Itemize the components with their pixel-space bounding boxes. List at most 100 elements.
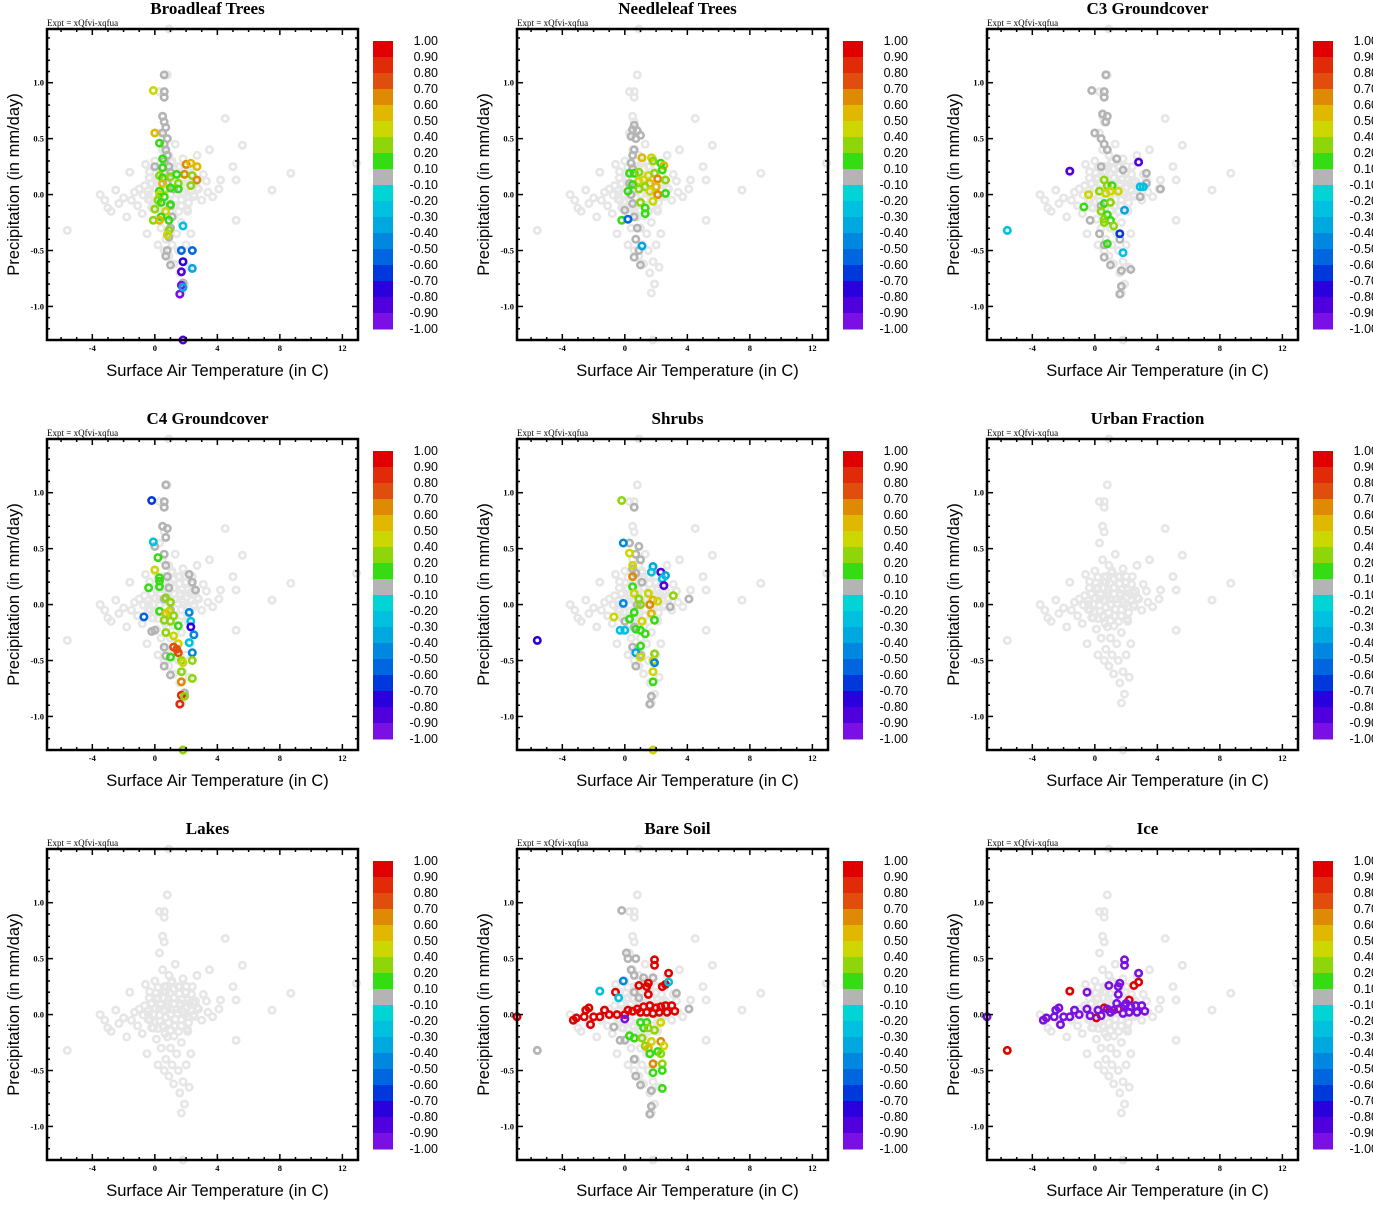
- background-point: [1106, 663, 1112, 669]
- background-point: [687, 177, 693, 183]
- colorbar-label: -0.70: [410, 1094, 439, 1108]
- colorbar: 1.000.900.800.700.600.500.400.200.10-0.1…: [843, 444, 908, 746]
- background-point: [692, 525, 698, 531]
- colorbar-bin: [1313, 185, 1333, 202]
- colorbar-label: -0.60: [880, 258, 909, 272]
- background-point: [175, 1067, 181, 1073]
- background-point: [113, 597, 119, 603]
- correlated-point: [155, 554, 161, 560]
- background-point: [1086, 168, 1092, 174]
- colorbar-bin: [1313, 169, 1333, 186]
- colorbar-label: 0.70: [1354, 82, 1373, 96]
- y-tick-label: -1.0: [31, 711, 44, 721]
- colorbar-bin: [1313, 611, 1333, 628]
- colorbar-bin: [373, 643, 393, 660]
- insignificant-point: [1114, 156, 1120, 162]
- background-point: [1209, 187, 1215, 193]
- background-point: [578, 618, 584, 624]
- colorbar-bin: [1313, 1021, 1333, 1038]
- colorbar-bin: [1313, 989, 1333, 1006]
- colorbar-bin: [843, 1085, 863, 1102]
- background-point: [758, 580, 764, 586]
- background-point: [1131, 603, 1137, 609]
- background-point: [1134, 152, 1140, 158]
- background-point: [1126, 1084, 1132, 1090]
- background-point: [1104, 892, 1110, 898]
- colorbar-bin: [373, 451, 393, 468]
- background-point: [269, 597, 275, 603]
- y-tick-label: -0.5: [31, 656, 44, 666]
- background-point: [1082, 981, 1088, 987]
- colorbar-label: 0.10: [414, 572, 438, 586]
- background-point: [1157, 177, 1163, 183]
- colorbar-label: -0.80: [410, 1110, 439, 1124]
- background-point: [174, 1051, 180, 1057]
- colorbar-bin: [843, 531, 863, 548]
- background-point: [628, 1045, 634, 1051]
- colorbar-bin: [373, 1085, 393, 1102]
- colorbar-label: 0.40: [884, 540, 908, 554]
- background-point: [1048, 1028, 1054, 1034]
- background-point: [233, 997, 239, 1003]
- colorbar-bin: [373, 57, 393, 74]
- background-point: [222, 935, 228, 941]
- colorbar-label: 0.70: [414, 492, 438, 506]
- background-point: [631, 529, 637, 535]
- background-point: [120, 605, 126, 611]
- background-point: [572, 197, 578, 203]
- colorbar-bin: [373, 909, 393, 926]
- background-point: [1101, 939, 1107, 945]
- insignificant-point: [1103, 72, 1109, 78]
- background-point: [230, 983, 236, 989]
- colorbar-bin: [843, 563, 863, 580]
- colorbar-bin: [843, 1005, 863, 1022]
- panel-title: C4 Groundcover: [147, 410, 269, 428]
- panel-title: Needleleaf Trees: [618, 0, 737, 18]
- x-tick-label: 4: [1155, 753, 1160, 763]
- background-point: [233, 627, 239, 633]
- background-point: [191, 1013, 197, 1019]
- colorbar-bin: [373, 611, 393, 628]
- colorbar-label: -0.50: [1350, 242, 1373, 256]
- colorbar-label: 0.50: [1354, 524, 1373, 538]
- background-point: [1134, 562, 1140, 568]
- correlated-point: [534, 637, 540, 643]
- colorbar-label: -0.70: [410, 274, 439, 288]
- correlated-point: [615, 995, 621, 1001]
- background-point: [144, 641, 150, 647]
- insignificant-point: [633, 236, 639, 242]
- colorbar-label: -0.90: [880, 1126, 909, 1140]
- colorbar-label: 0.40: [414, 540, 438, 554]
- plot-frame: [517, 29, 828, 340]
- colorbar-bin: [843, 611, 863, 628]
- background-point: [686, 186, 692, 192]
- background-point: [178, 1039, 184, 1045]
- colorbar-bin: [1313, 1133, 1333, 1150]
- colorbar-bin: [843, 41, 863, 58]
- background-point: [172, 961, 178, 967]
- colorbar-label: 0.60: [414, 98, 438, 112]
- colorbar-bin: [373, 217, 393, 234]
- colorbar-bin: [843, 1117, 863, 1134]
- insignificant-point: [1104, 147, 1110, 153]
- colorbar-bin: [843, 217, 863, 234]
- background-point: [64, 227, 70, 233]
- y-tick-label: -1.0: [31, 1121, 44, 1131]
- plot-frame: [47, 29, 358, 340]
- background-point: [64, 1047, 70, 1053]
- colorbar-label: 1.00: [1354, 444, 1373, 458]
- y-tick-label: 0.5: [503, 954, 514, 964]
- background-point: [612, 1002, 618, 1008]
- background-point: [1084, 641, 1090, 647]
- colorbar-label: 0.60: [884, 508, 908, 522]
- y-tick-label: 0.5: [503, 544, 514, 554]
- background-point: [169, 1062, 175, 1068]
- colorbar-label: -0.80: [1350, 1110, 1373, 1124]
- colorbar-bin: [1313, 643, 1333, 660]
- background-point: [648, 290, 654, 296]
- correlated-point: [150, 87, 156, 93]
- panel-title: Ice: [1137, 820, 1159, 838]
- background-point: [609, 210, 615, 216]
- colorbar-bin: [373, 499, 393, 516]
